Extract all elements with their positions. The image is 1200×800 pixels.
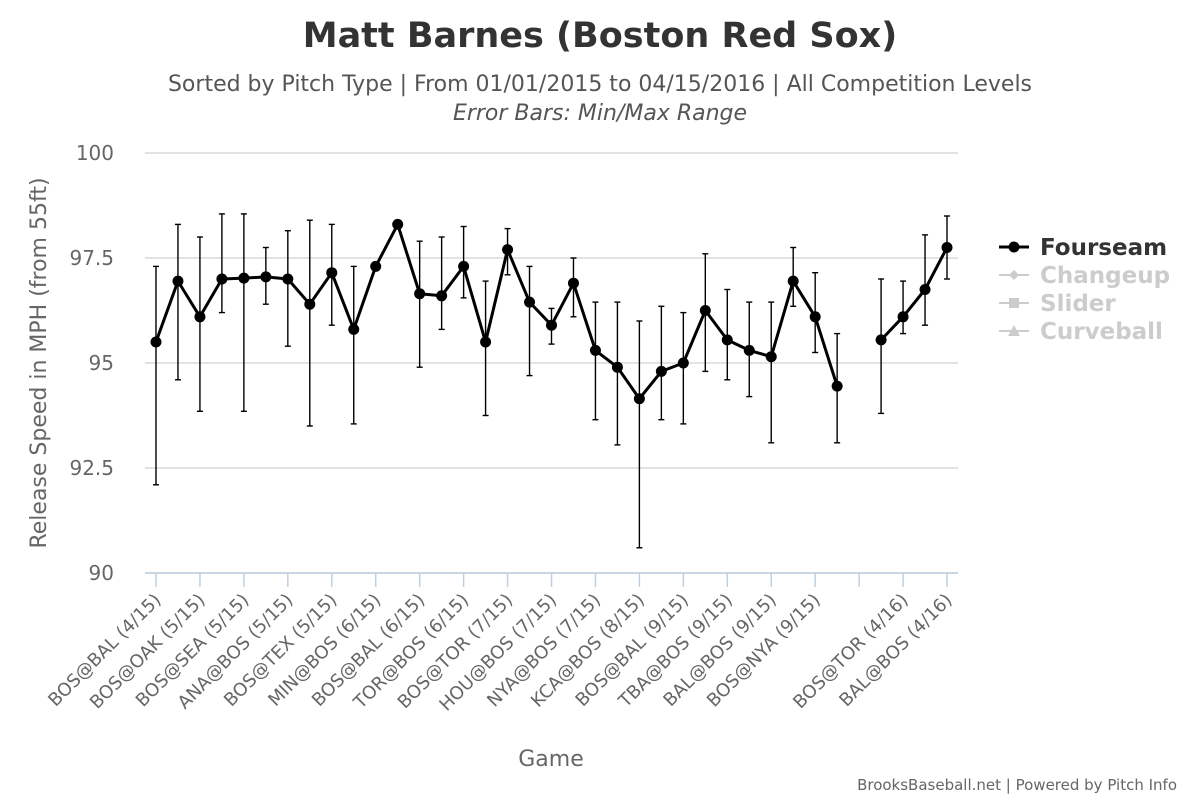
data-point <box>765 351 777 363</box>
series-line <box>880 246 949 341</box>
x-axis-tick-labels: BOS@BAL (4/15)BOS@OAK (5/15)BOS@SEA (5/1… <box>44 590 956 716</box>
data-point <box>875 334 887 346</box>
data-point <box>260 271 272 283</box>
data-point <box>392 218 404 230</box>
data-point <box>831 380 843 392</box>
y-tick-label: 90 <box>89 561 114 585</box>
chart-title: Matt Barnes (Boston Red Sox) <box>303 16 898 56</box>
data-point <box>589 344 601 356</box>
data-point <box>677 357 689 369</box>
data-point <box>655 365 667 377</box>
data-point <box>326 267 338 279</box>
legend-square-marker <box>1009 298 1019 308</box>
data-point <box>546 319 557 331</box>
y-tick-label: 100 <box>76 141 114 165</box>
data-point <box>897 311 909 323</box>
chart-subtitle-error-bars: Error Bars: Min/Max Range <box>453 101 747 126</box>
y-tick-label: 95 <box>89 351 114 375</box>
y-tick-label: 97.5 <box>69 246 114 270</box>
series-line <box>154 222 839 401</box>
data-point <box>502 244 514 256</box>
data-point <box>370 260 382 272</box>
data-point <box>172 275 184 287</box>
credit-text: BrooksBaseball.net | Powered by Pitch In… <box>857 776 1177 794</box>
data-point <box>919 284 931 295</box>
x-axis <box>145 572 958 587</box>
data-point <box>348 323 360 335</box>
data-point <box>567 277 579 289</box>
series-points <box>150 218 953 405</box>
data-point <box>721 334 733 346</box>
x-axis-label: Game <box>518 747 584 772</box>
data-point <box>809 311 821 323</box>
data-point <box>436 290 448 302</box>
data-point <box>238 272 250 284</box>
legend-diamond-marker <box>1009 270 1019 280</box>
chart-subtitle: Sorted by Pitch Type | From 01/01/2015 t… <box>168 72 1032 97</box>
legend-triangle-marker <box>1008 325 1020 336</box>
data-point <box>699 305 711 316</box>
y-axis-ticks: 90 92.5 95 97.5 100 <box>69 141 114 585</box>
data-point <box>524 296 536 308</box>
data-point <box>150 336 162 348</box>
data-point <box>611 361 623 373</box>
y-axis-label: Release Speed in MPH (from 55ft) <box>27 177 52 548</box>
data-point <box>633 393 645 405</box>
data-point <box>414 288 426 300</box>
data-point <box>216 273 228 285</box>
legend-item-label: Slider <box>1040 291 1116 317</box>
data-point <box>743 344 755 356</box>
y-tick-label: 92.5 <box>69 456 114 480</box>
data-point <box>194 311 206 323</box>
legend-item-label: Fourseam <box>1040 235 1167 261</box>
grid-lines <box>145 152 958 574</box>
legend-item-label: Changeup <box>1040 263 1170 289</box>
error-bars <box>152 213 951 549</box>
legend-circle-marker <box>1008 241 1020 253</box>
data-point <box>787 275 799 287</box>
data-point <box>458 260 470 272</box>
legend-item-label: Curveball <box>1040 319 1163 345</box>
data-point <box>480 336 492 348</box>
data-point <box>941 242 953 253</box>
data-point <box>304 298 316 310</box>
data-point <box>282 273 294 285</box>
